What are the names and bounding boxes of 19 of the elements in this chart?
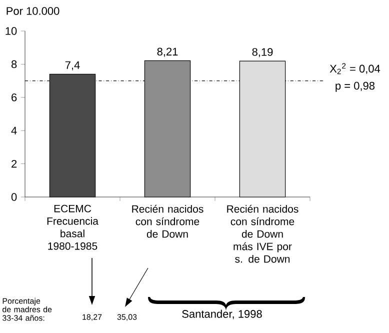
data-label: 8,19 (252, 48, 273, 58)
text: 18,27 (82, 314, 102, 321)
text: X$_{2}$$^{2}$ = 0,04 (330, 63, 380, 74)
y-axis-title: Por 10.000 (6, 7, 60, 15)
y-tick-label: 0 (11, 193, 17, 201)
y-tick-label: 6 (12, 93, 17, 102)
y-tick-label: 8 (12, 60, 17, 68)
y-tick-label: 2 (12, 160, 17, 168)
text: p = 0,98 (336, 82, 375, 92)
text: Santander, 1998 (182, 310, 262, 320)
data-label: 7,4 (65, 61, 80, 70)
text: 35,03 (117, 314, 137, 321)
x-tick-label: Recién nacidos con síndrome de Down más IVE por s. de Down (227, 204, 298, 263)
data-label: 8,21 (157, 48, 178, 57)
x-tick-label: ECEMC Frecuencia basal 1980-1985 (47, 204, 98, 250)
x-tick-label: Recién nacidos con síndrome de Down (132, 204, 204, 238)
text: Porcentaje de madres de 33-34 años: (2, 298, 52, 321)
y-tick-label: 10 (6, 27, 17, 35)
y-tick-label: 4 (11, 126, 17, 134)
